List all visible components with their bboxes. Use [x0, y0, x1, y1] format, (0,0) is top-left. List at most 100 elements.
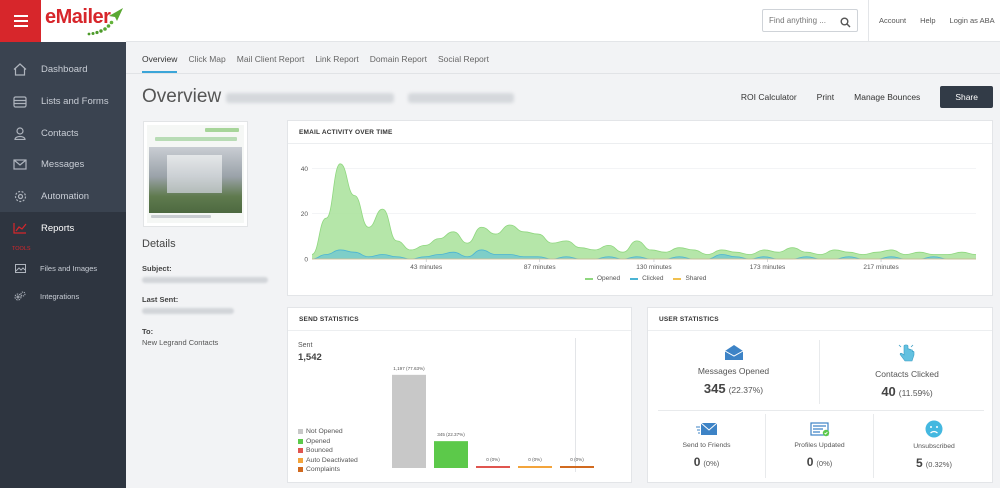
legend-label: Not Opened [306, 428, 343, 436]
sidebar-item-label: Contacts [41, 127, 79, 139]
legend-item-auto-deactivated[interactable]: Auto Deactivated [298, 456, 358, 466]
top-bar: Account Help Login as ABA [126, 0, 1000, 42]
pointer-hand-icon [898, 343, 915, 362]
stat-value: 40 [881, 384, 896, 399]
logo[interactable]: eMailer [41, 0, 126, 42]
bar-value-label: 0 (0%) [570, 457, 584, 462]
sent-value: 1,542 [298, 352, 322, 363]
send-statistics-card: SEND STATISTICS Sent 1,542 Not Opened Op… [287, 307, 632, 483]
roi-calculator-button[interactable]: ROI Calculator [740, 92, 797, 102]
stat-percent: (0%) [703, 459, 720, 468]
list-icon [12, 95, 28, 109]
stat-value-row: 5 (0.32%) [874, 454, 994, 472]
send-legend: Not Opened Opened Bounced Auto Deactivat… [298, 427, 358, 475]
legend-item-opened[interactable]: Opened [298, 437, 358, 447]
legend-item-bounced[interactable]: Bounced [298, 446, 358, 456]
user-statistics-card: USER STATISTICS Messages Opened 345 (22.3… [647, 307, 993, 483]
top-links: Account Help Login as ABA [879, 16, 995, 25]
page-title: Overview [142, 86, 222, 107]
email-thumbnail[interactable] [143, 121, 248, 227]
account-link[interactable]: Account [879, 16, 907, 25]
gear-icon [12, 190, 28, 204]
stat-divider [819, 340, 820, 404]
redacted-subject [142, 277, 268, 283]
search-box[interactable] [762, 9, 858, 32]
legend-label: Auto Deactivated [306, 456, 358, 464]
sidebar-item-messages[interactable]: Messages [0, 149, 126, 181]
manage-bounces-button[interactable]: Manage Bounces [854, 92, 921, 102]
tab-mail-client-report[interactable]: Mail Client Report [236, 54, 305, 64]
sidebar-item-automation[interactable]: Automation [0, 181, 126, 213]
send-statistics-chart: 1,197 (77.63%) 345 (22.37%) 0 (0%) 0 (0%) 0 … [392, 338, 594, 472]
print-button[interactable]: Print [816, 92, 835, 102]
tabs-divider [126, 73, 1000, 74]
tab-social-report[interactable]: Social Report [437, 54, 489, 64]
stat-label: Send to Friends [682, 442, 731, 449]
stat-label: Profiles Updated [794, 442, 845, 449]
y-tick-label: 40 [301, 166, 309, 173]
bar-value-label: 1,197 (77.63%) [393, 366, 425, 371]
line-opened [311, 163, 977, 255]
legend-label: Opened [597, 275, 621, 282]
sidebar-item-label: Files and Images [40, 263, 98, 273]
stat-divider [873, 414, 874, 478]
legend-item-shared[interactable]: Shared [673, 275, 706, 282]
bar-opened [434, 441, 468, 468]
stat-value: 0 [806, 455, 814, 469]
sidebar-item-contacts[interactable]: Contacts [0, 117, 126, 149]
sidebar-item-integrations[interactable]: Integrations [0, 282, 126, 312]
stat-messages-opened: Messages Opened 345 (22.37%) [648, 344, 819, 398]
legend-swatch [298, 448, 303, 454]
share-button[interactable]: Share [940, 86, 993, 108]
card-title-divider [648, 330, 992, 331]
sidebar-filler [0, 311, 126, 488]
legend-item-complaints[interactable]: Complaints [298, 465, 358, 475]
tab-click-map[interactable]: Click Map [188, 54, 226, 64]
logo-text: eMailer [45, 6, 111, 28]
open-envelope-icon [724, 345, 743, 360]
stat-value: 5 [916, 456, 923, 470]
tab-overview[interactable]: Overview [142, 54, 178, 73]
legend-item-not-opened[interactable]: Not Opened [298, 427, 358, 437]
sad-face-icon [925, 420, 943, 438]
send-statistics-title: SEND STATISTICS [299, 316, 359, 323]
legend-swatch [298, 467, 303, 473]
to-label: To: [142, 327, 154, 336]
sidebar-item-lists-and-forms[interactable]: Lists and Forms [0, 86, 126, 118]
legend-item-opened[interactable]: Opened [585, 275, 620, 282]
x-tick-label: 217 minutes [863, 264, 899, 271]
email-activity-title: EMAIL ACTIVITY OVER TIME [299, 129, 393, 136]
legend-swatch [585, 277, 593, 280]
stat-value: 345 [703, 381, 726, 396]
search-input[interactable] [763, 10, 833, 31]
bar-bounced [476, 466, 510, 468]
menu-bar [13, 20, 28, 22]
sent-label: Sent [298, 342, 313, 349]
sidebar-item-reports[interactable]: Reports [0, 212, 126, 245]
sidebar-item-label: Messages [41, 159, 85, 171]
email-thumbnail-image [147, 125, 244, 223]
home-icon [12, 63, 28, 77]
sidebar-item-dashboard[interactable]: Dashboard [0, 54, 126, 86]
login-as-link[interactable]: Login as ABA [949, 16, 995, 25]
tab-domain-report[interactable]: Domain Report [369, 54, 427, 64]
stat-value-row: 40 (11.59%) [820, 383, 994, 401]
legend-item-clicked[interactable]: Clicked [630, 275, 663, 282]
chart-icon [12, 221, 28, 235]
legend-swatch [630, 277, 639, 280]
bar-value-label: 345 (22.37%) [437, 432, 465, 437]
sidebar-item-files-and-images[interactable]: Files and Images [0, 254, 126, 283]
legend-swatch [673, 277, 682, 280]
hamburger-menu-button[interactable] [0, 0, 41, 42]
email-activity-card: EMAIL ACTIVITY OVER TIME 0 20 40 43 minutes… [287, 120, 993, 296]
tab-link-report[interactable]: Link Report [315, 54, 359, 64]
help-link[interactable]: Help [920, 16, 936, 25]
search-icon[interactable] [840, 15, 851, 33]
bar-not-opened [392, 374, 426, 468]
forward-envelope-icon [695, 422, 717, 435]
stat-percent: (0.32%) [925, 460, 952, 469]
details-heading: Details [142, 238, 176, 250]
area-opened [312, 163, 976, 259]
stat-percent: (0%) [816, 459, 833, 468]
stat-label: Unsubscribed [913, 443, 955, 450]
